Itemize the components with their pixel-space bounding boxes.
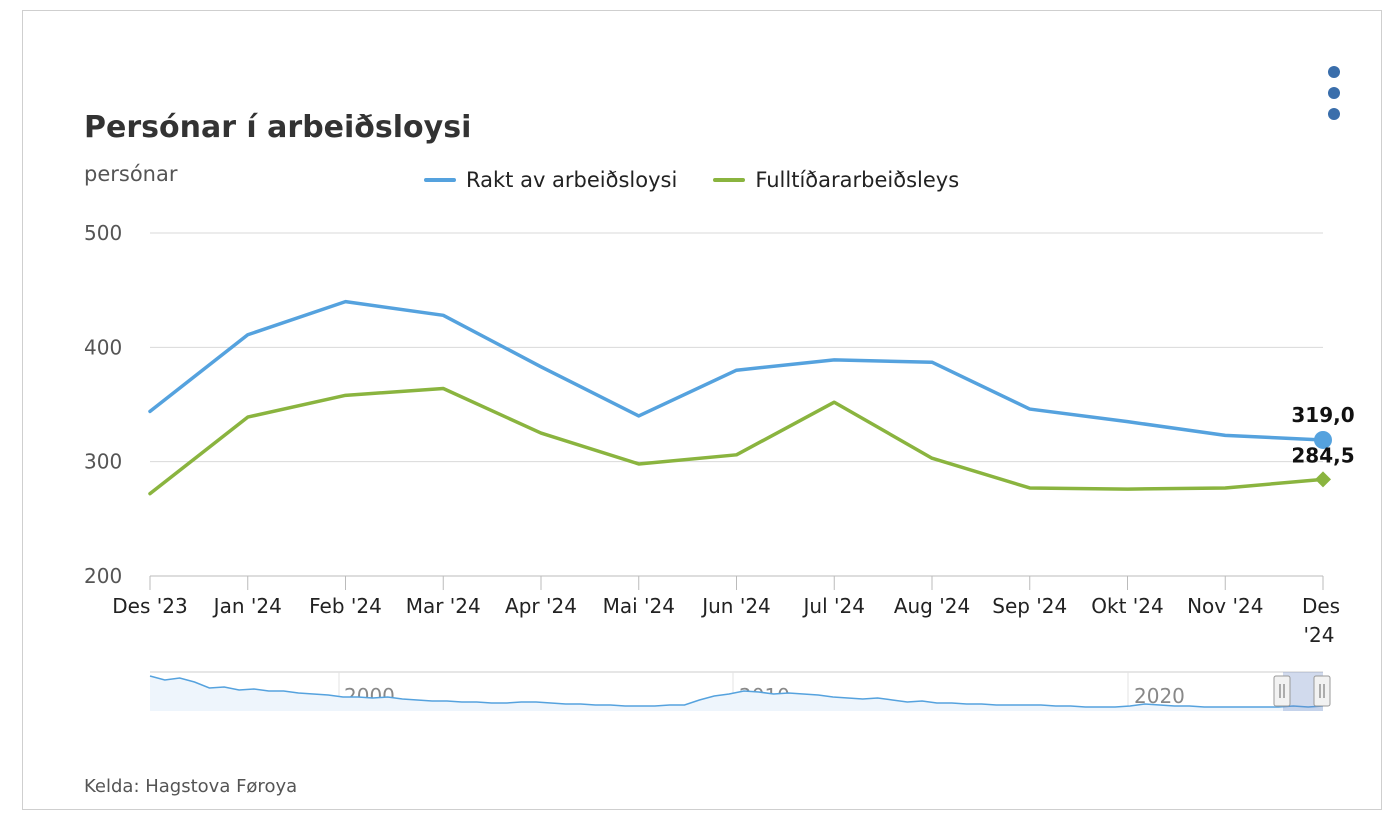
legend: Rakt av arbeiðsloysi Fulltíðararbeiðsley… <box>424 168 959 192</box>
legend-item-series-2[interactable]: Fulltíðararbeiðsleys <box>713 168 959 192</box>
menu-dot <box>1328 108 1340 120</box>
source-credit: Kelda: Hagstova Føroya <box>84 776 298 797</box>
menu-dot <box>1328 66 1340 78</box>
legend-label: Fulltíðararbeiðsleys <box>755 168 960 192</box>
legend-label: Rakt av arbeiðsloysi <box>466 168 678 192</box>
legend-item-series-1[interactable]: Rakt av arbeiðsloysi <box>424 168 677 192</box>
menu-dot <box>1328 87 1340 99</box>
legend-swatch <box>424 178 456 182</box>
y-axis-unit-label: persónar <box>84 162 178 186</box>
legend-swatch <box>713 178 746 182</box>
vertical-dots-icon[interactable] <box>1322 66 1346 126</box>
chart-title: Persónar í arbeiðsloysi <box>84 110 472 145</box>
